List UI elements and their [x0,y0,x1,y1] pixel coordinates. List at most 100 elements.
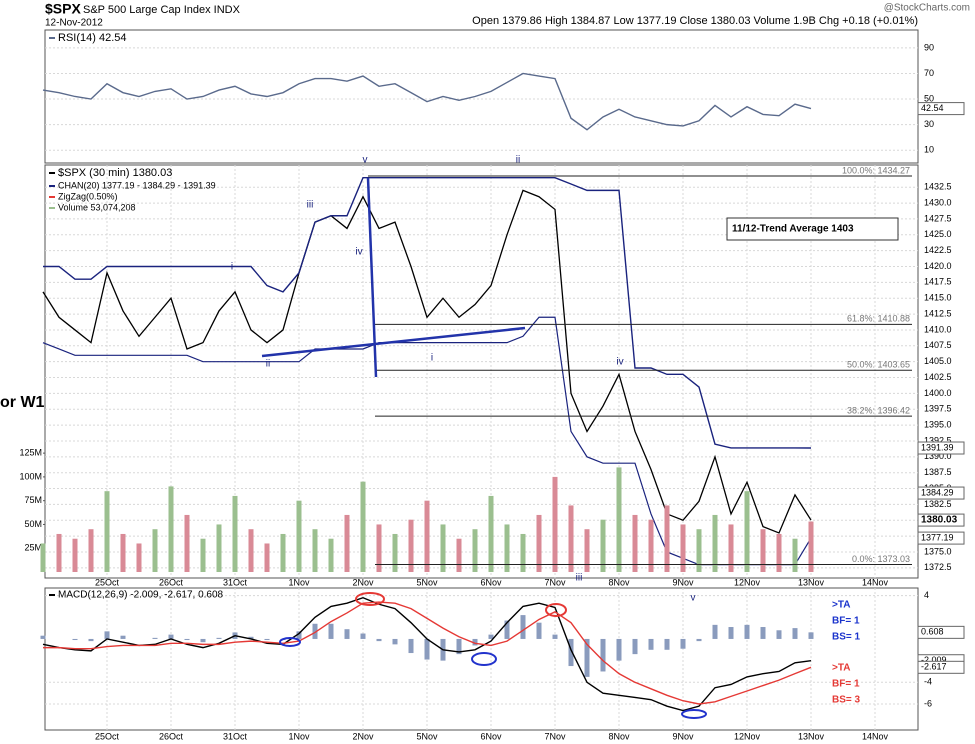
bar [792,628,798,639]
y-tick-label: 1397.5 [924,404,952,414]
bar [392,533,398,572]
wave-label: iii [576,573,583,584]
fib-label: 100.0%: 1434.27 [842,165,910,175]
bar [104,491,110,572]
y-tick-label: 1402.5 [924,372,952,382]
bar [328,538,334,572]
y2-tick-label: 25M [24,543,42,553]
bar [696,638,702,642]
bar [264,638,270,641]
legend-label: Volume 53,074,208 [58,202,136,212]
x-tick-label: 12Nov [734,731,761,741]
bar [600,638,606,672]
bar [568,638,574,667]
legend-label: RSI(14) 42.54 [58,32,126,44]
y-tick-label: 1395.0 [924,419,952,429]
bar [168,486,174,572]
bar [744,624,750,639]
x-tick-label: 2Nov [352,577,374,587]
wave-label: v [691,593,696,604]
x-tick-label: 8Nov [608,731,630,741]
bar [248,529,254,572]
bar [184,638,190,641]
bar [360,481,366,572]
bar [376,638,382,642]
bar [72,638,78,641]
bar [456,638,462,655]
bar [712,624,718,639]
fib-label: 50.0%: 1403.65 [847,360,910,370]
x-tick-label: 12Nov [734,577,761,587]
value-tag: 1380.03 [921,515,958,526]
bar [632,638,638,655]
bar [712,514,718,572]
cross-marker [681,709,707,719]
cross-marker [471,652,497,666]
x-tick-label: 31Oct [223,577,248,587]
y-tick-label: 1422.5 [924,245,952,255]
bar [56,533,62,572]
bar [232,495,238,572]
value-tag-box [917,513,965,527]
bar [616,638,622,661]
line [42,189,812,534]
y-tick-label: 1405.0 [924,356,952,366]
side-note: BF= 1 [832,679,860,690]
bar [104,631,110,639]
x-tick-label: 13Nov [798,577,825,587]
bar [776,533,782,572]
bar [584,638,590,677]
x-tick-label: 6Nov [480,731,502,741]
value-tag-box [917,486,965,500]
y-tick-label: -6 [924,698,932,708]
bar [456,538,462,572]
y-tick-label: 50 [924,93,934,103]
legend-label: ZigZag(0.50%) [58,191,118,201]
y-tick-label: 1430.0 [924,197,952,207]
x-tick-label: 1Nov [288,577,310,587]
wave-label: i [431,353,433,364]
bar [200,638,206,643]
y-tick-label: 1412.5 [924,308,952,318]
bar [600,519,606,572]
bar [264,543,270,572]
x-tick-label: 9Nov [672,731,694,741]
bar [40,543,46,572]
bar [152,637,158,639]
x-tick-label: 9Nov [672,577,694,587]
bar [424,500,430,572]
y-tick-label: 1375.0 [924,546,952,556]
y-tick-label: 1410.0 [924,324,952,334]
value-tag-box [917,660,965,674]
y-tick-label: 1392.5 [924,435,952,445]
wave-label: iv [355,247,362,258]
wave-label: v [363,155,368,166]
bar [552,476,558,572]
bar [88,638,94,642]
x-tick-label: 6Nov [480,577,502,587]
y-tick-label: 1417.5 [924,277,952,287]
x-tick-label: 8Nov [608,577,630,587]
value-tag-box [917,441,965,455]
x-tick-label: 14Nov [862,731,889,741]
fib-label: 38.2%: 1396.42 [847,405,910,415]
value-tag-box [917,625,965,639]
bar [344,514,350,572]
bar [648,519,654,572]
quote: Open 1379.86 High 1384.87 Low 1377.19 Cl… [472,15,918,27]
bar [472,529,478,572]
bar [344,629,350,639]
y2-tick-label: 50M [24,519,42,529]
bar [520,615,526,639]
value-tag: 1377.19 [921,532,954,542]
line [43,176,812,449]
y-tick-label: 30 [924,119,934,129]
bar [648,638,654,650]
x-tick-label: 7Nov [544,731,566,741]
fib-label: 61.8%: 1410.88 [847,314,910,324]
value-tag: 1391.39 [921,442,954,452]
value-tag: 1384.29 [921,487,954,497]
wave-label: iii [307,200,314,211]
y-tick-label: 1425.0 [924,229,952,239]
bar [696,529,702,572]
